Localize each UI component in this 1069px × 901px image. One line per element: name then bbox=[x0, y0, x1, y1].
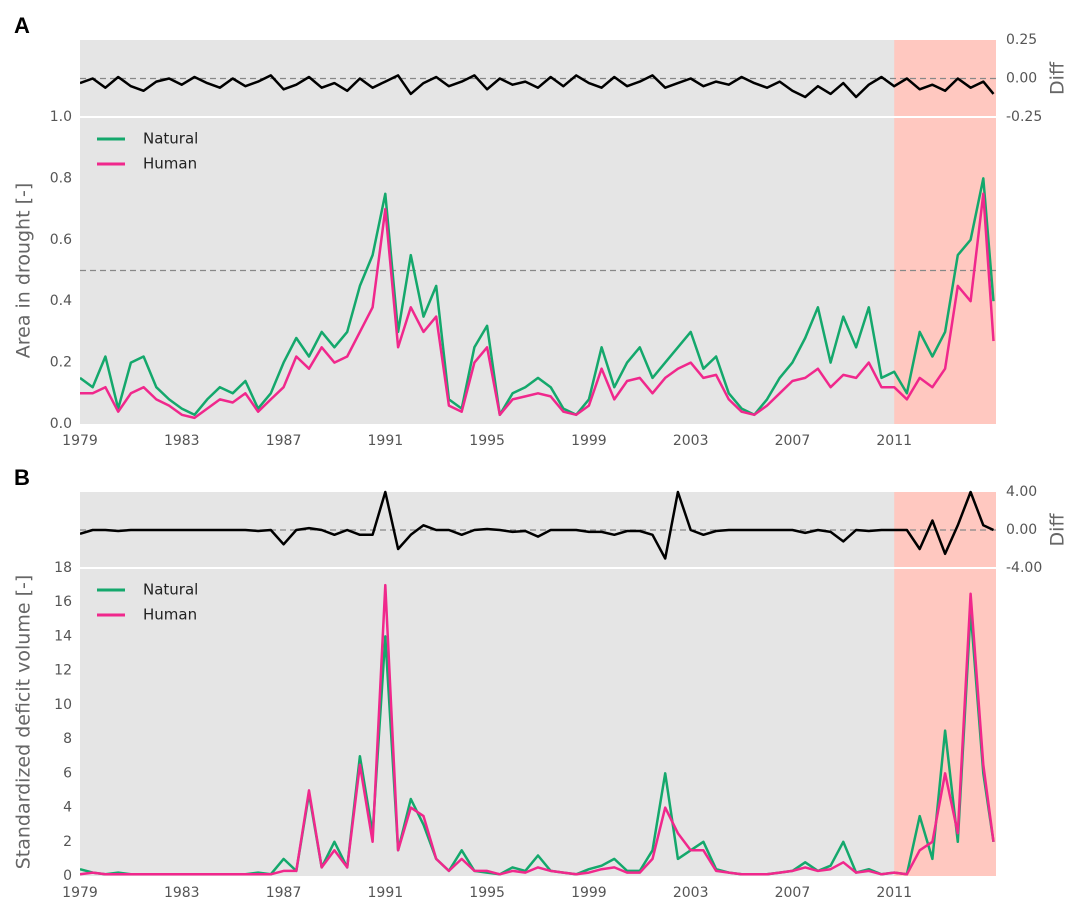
y-tick-label: 6 bbox=[63, 765, 72, 781]
y2-tick-label: 4.00 bbox=[1006, 484, 1037, 500]
y2-axis-label: Diff bbox=[1047, 61, 1069, 95]
panel-label: B bbox=[14, 465, 30, 490]
x-tick-label: 1987 bbox=[266, 433, 302, 449]
x-tick-label: 1983 bbox=[164, 885, 200, 901]
y-tick-label: 12 bbox=[54, 663, 72, 679]
y-tick-label: 14 bbox=[54, 628, 72, 644]
x-tick-label: 1987 bbox=[266, 885, 302, 901]
legend-label: Natural bbox=[143, 130, 198, 148]
legend-label: Human bbox=[143, 155, 197, 173]
shaded-period bbox=[894, 492, 996, 876]
y-tick-label: 0.8 bbox=[50, 170, 72, 186]
legend-label: Human bbox=[143, 606, 197, 624]
x-tick-label: 1983 bbox=[164, 433, 200, 449]
series-line bbox=[80, 192, 995, 420]
y2-tick-label: 0.00 bbox=[1006, 522, 1037, 538]
x-tick-label: 1979 bbox=[62, 433, 98, 449]
x-tick-label: 2003 bbox=[673, 885, 709, 901]
y2-tick-label: 0.25 bbox=[1006, 32, 1037, 48]
panel-label: A bbox=[14, 13, 30, 38]
x-tick-label: 1991 bbox=[368, 885, 404, 901]
series-line bbox=[80, 177, 995, 417]
y2-axis-label: Diff bbox=[1047, 513, 1069, 547]
legend-label: Natural bbox=[143, 581, 198, 599]
y-tick-label: 4 bbox=[63, 800, 72, 816]
x-tick-label: 2011 bbox=[876, 885, 912, 901]
x-tick-label: 1999 bbox=[571, 433, 607, 449]
x-tick-label: 2007 bbox=[775, 885, 811, 901]
x-tick-label: 1999 bbox=[571, 885, 607, 901]
y-axis-label: Area in drought [-] bbox=[13, 183, 35, 359]
y2-tick-label: -4.00 bbox=[1006, 560, 1042, 576]
plot-background bbox=[80, 40, 996, 424]
y-tick-label: 1.0 bbox=[50, 109, 72, 125]
y-tick-label: 0.4 bbox=[50, 293, 72, 309]
y-tick-label: 0.6 bbox=[50, 232, 72, 248]
x-tick-label: 1995 bbox=[469, 885, 505, 901]
y-tick-label: 16 bbox=[54, 594, 72, 610]
series-line bbox=[80, 583, 995, 876]
panel: A 1979 1983 1987 1991 1995 1999 2003 2007 2011 0.0… bbox=[13, 13, 1069, 449]
y-tick-label: 0.2 bbox=[50, 355, 72, 371]
y-tick-label: 18 bbox=[54, 560, 72, 576]
diff-line bbox=[80, 74, 995, 99]
diff-line bbox=[80, 490, 995, 560]
x-tick-label: 1991 bbox=[368, 433, 404, 449]
x-tick-label: 2007 bbox=[775, 433, 811, 449]
plot-background bbox=[80, 492, 996, 876]
y-tick-label: 2 bbox=[63, 834, 72, 850]
y2-tick-label: 0.00 bbox=[1006, 71, 1037, 87]
y-tick-label: 0.0 bbox=[50, 416, 72, 432]
y2-tick-label: -0.25 bbox=[1006, 109, 1042, 125]
panel: B 1979 1983 1987 1991 1995 1999 2003 2007 2011 0 2 4… bbox=[13, 465, 1069, 901]
y-tick-label: 8 bbox=[63, 731, 72, 747]
x-tick-label: 1995 bbox=[469, 433, 505, 449]
y-tick-label: 0 bbox=[63, 868, 72, 884]
x-tick-label: 2003 bbox=[673, 433, 709, 449]
x-tick-label: 2011 bbox=[876, 433, 912, 449]
x-tick-label: 1979 bbox=[62, 885, 98, 901]
y-axis-label: Standardized deficit volume [-] bbox=[13, 575, 35, 870]
y-tick-label: 10 bbox=[54, 697, 72, 713]
